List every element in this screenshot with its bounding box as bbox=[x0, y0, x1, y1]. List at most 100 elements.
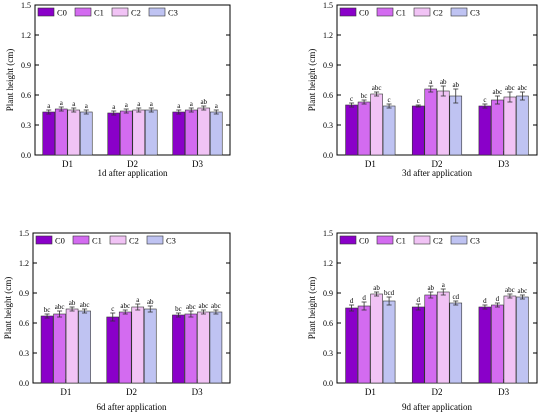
significance-label: d bbox=[350, 297, 354, 305]
x-tick-label: D2 bbox=[432, 387, 443, 397]
bar-c3-d2 bbox=[143, 308, 157, 384]
bar-c3-d1 bbox=[382, 105, 396, 156]
y-tick-label: 1.2 bbox=[323, 259, 333, 268]
significance-label: abc bbox=[199, 302, 209, 310]
y-tick-label: 0.6 bbox=[323, 319, 333, 328]
legend-label-c3: C3 bbox=[470, 236, 480, 246]
x-axis-label: 3d after application bbox=[402, 168, 472, 178]
significance-label: a bbox=[190, 100, 194, 108]
bar-c1-d2 bbox=[119, 110, 133, 156]
legend-label-c3: C3 bbox=[166, 236, 176, 246]
significance-label: a bbox=[85, 102, 89, 110]
significance-label: a bbox=[47, 102, 51, 110]
y-tick-label: 0.9 bbox=[21, 61, 31, 70]
bar-c3-d1 bbox=[79, 111, 93, 156]
legend-label-c1: C1 bbox=[94, 8, 104, 18]
significance-label: a bbox=[150, 100, 154, 108]
y-tick-label: 1.5 bbox=[21, 1, 31, 10]
significance-label: a bbox=[72, 100, 76, 108]
bar-c2-d1 bbox=[67, 109, 81, 156]
legend-swatch-c2 bbox=[413, 7, 431, 17]
y-tick-label: 0.6 bbox=[323, 91, 333, 100]
significance-label: cd bbox=[452, 293, 459, 301]
x-tick-label: D1 bbox=[365, 387, 376, 397]
y-tick-label: 0.6 bbox=[19, 319, 29, 328]
bar-c1-d1 bbox=[357, 101, 371, 156]
significance-label: ab bbox=[440, 78, 447, 86]
bar-c2-d2 bbox=[132, 109, 146, 156]
significance-label: ab bbox=[373, 284, 380, 292]
bar-c2-d1 bbox=[370, 93, 383, 156]
significance-label: bc bbox=[44, 306, 51, 314]
significance-label: a bbox=[112, 103, 116, 111]
legend-label-c1: C1 bbox=[92, 236, 102, 246]
bar-c1-d1 bbox=[357, 305, 371, 384]
significance-label: abc bbox=[518, 287, 528, 295]
significance-label: a bbox=[60, 99, 64, 107]
significance-label: a bbox=[125, 101, 129, 109]
x-tick-label: D3 bbox=[498, 159, 509, 169]
y-tick-label: 1.5 bbox=[19, 229, 29, 238]
y-tick-label: 0.0 bbox=[323, 151, 333, 160]
bar-c0-d2 bbox=[107, 112, 121, 156]
legend-swatch-c3 bbox=[146, 235, 164, 245]
legend-label-c2: C2 bbox=[433, 8, 443, 18]
y-tick-label: 1.2 bbox=[19, 259, 29, 268]
legend-swatch-c0 bbox=[339, 235, 357, 245]
bar-c3-d2 bbox=[144, 109, 158, 156]
legend-swatch-c2 bbox=[413, 235, 431, 245]
y-axis-label: Plant height (cm) bbox=[307, 49, 317, 112]
x-axis-label: 1d after application bbox=[98, 168, 168, 178]
legend-swatch-c3 bbox=[148, 7, 166, 17]
legend: C0 C1 C2 C3 bbox=[37, 7, 178, 18]
legend-label-c0: C0 bbox=[55, 236, 65, 246]
bar-c2-d1 bbox=[370, 293, 383, 384]
bar-c2-d1 bbox=[65, 308, 79, 384]
y-tick-label: 0.9 bbox=[19, 289, 29, 298]
y-tick-label: 1.5 bbox=[323, 1, 333, 10]
significance-label: ab bbox=[427, 284, 434, 292]
x-tick-label: D1 bbox=[365, 159, 376, 169]
y-tick-label: 0.9 bbox=[323, 61, 333, 70]
bar-c1-d1 bbox=[53, 313, 66, 384]
x-tick-label: D2 bbox=[432, 159, 443, 169]
y-tick-label: 0.6 bbox=[21, 91, 31, 100]
bar-c0-d1 bbox=[345, 104, 358, 156]
x-axis-label: 6d after application bbox=[97, 402, 167, 412]
bar-c3-d2 bbox=[449, 302, 463, 384]
y-axis-label: Plant height (cm) bbox=[5, 49, 15, 112]
significance-label: ab bbox=[452, 81, 459, 89]
significance-label: bc bbox=[175, 305, 182, 313]
bar-c0-d1 bbox=[40, 315, 54, 384]
legend-swatch-c1 bbox=[74, 7, 92, 17]
significance-label: a bbox=[442, 281, 446, 289]
bar-c0-d3 bbox=[172, 111, 186, 156]
bar-c2-d2 bbox=[436, 90, 450, 156]
significance-label: abc bbox=[80, 301, 90, 309]
significance-label: c bbox=[417, 97, 420, 105]
significance-label: abc bbox=[186, 303, 196, 311]
bar-c1-d3 bbox=[184, 313, 198, 384]
bar-c3-d1 bbox=[382, 300, 396, 384]
legend-label-c1: C1 bbox=[396, 8, 406, 18]
legend-label-c3: C3 bbox=[470, 8, 480, 18]
legend-swatch-c0 bbox=[339, 7, 357, 17]
bar-c2-d3 bbox=[503, 295, 517, 384]
legend-swatch-c2 bbox=[111, 7, 129, 17]
bar-c2-d2 bbox=[131, 306, 145, 384]
significance-label: a bbox=[215, 102, 219, 110]
bar-c3-d1 bbox=[78, 310, 91, 384]
y-tick-label: 1.2 bbox=[323, 31, 333, 40]
bar-c3-d3 bbox=[516, 296, 529, 384]
significance-label: abc bbox=[211, 302, 221, 310]
x-tick-label: D2 bbox=[127, 159, 138, 169]
x-tick-label: D1 bbox=[60, 387, 71, 397]
x-tick-label: D3 bbox=[192, 159, 203, 169]
significance-label: ab bbox=[147, 298, 154, 306]
legend-label-c0: C0 bbox=[359, 8, 369, 18]
bar-c1-d3 bbox=[491, 304, 504, 384]
